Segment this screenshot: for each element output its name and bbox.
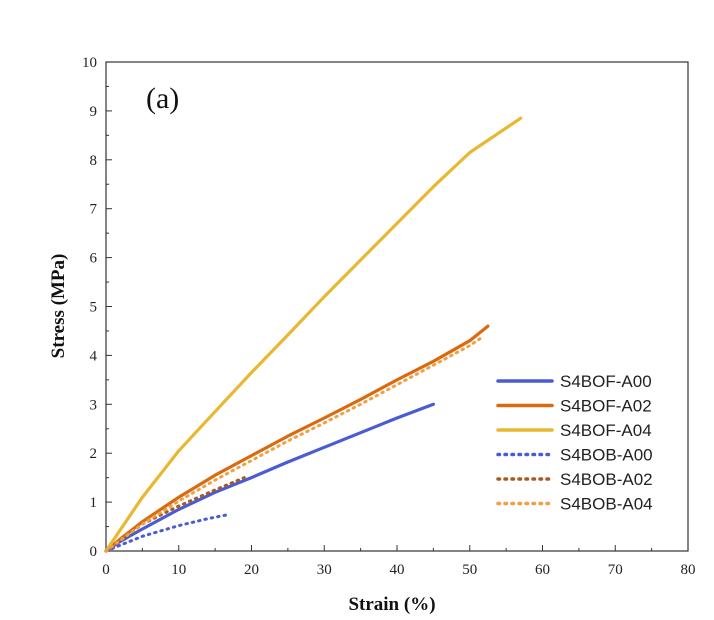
x-tick-labels: 0 10 20 30 40 50 60 70 80 bbox=[102, 562, 695, 578]
y-tick-label: 8 bbox=[90, 153, 98, 169]
legend-label-s4bof-a00: S4BOF-A00 bbox=[560, 372, 652, 391]
x-tick-label: 80 bbox=[681, 562, 696, 578]
series-line-s4bob-a04 bbox=[104, 336, 483, 553]
y-tick-label: 7 bbox=[90, 202, 98, 218]
y-tick-label: 10 bbox=[82, 55, 97, 71]
series-line-s4bof-a02 bbox=[104, 324, 490, 553]
y-tick-label: 9 bbox=[90, 104, 98, 120]
legend-label-s4bof-a04: S4BOF-A04 bbox=[560, 421, 652, 440]
y-tick-label: 3 bbox=[90, 397, 98, 413]
y-tick-label: 4 bbox=[90, 348, 98, 364]
y-tick-label: 5 bbox=[90, 300, 98, 316]
y-axis-label: Stress (MPa) bbox=[48, 254, 69, 359]
series-line-s4bof-a04 bbox=[104, 116, 523, 553]
x-tick-label: 10 bbox=[171, 562, 186, 578]
y-tick-label: 2 bbox=[90, 446, 98, 462]
legend-label-s4bob-a02: S4BOB-A02 bbox=[560, 470, 653, 489]
x-tick-label: 70 bbox=[608, 562, 623, 578]
y-tick-labels: 0 1 2 3 4 5 6 7 8 9 10 bbox=[82, 55, 98, 560]
y-tick-label: 6 bbox=[90, 251, 98, 267]
x-tick-label: 20 bbox=[244, 562, 259, 578]
x-axis-label: Strain (%) bbox=[348, 594, 435, 615]
legend-label-s4bob-a00: S4BOB-A00 bbox=[560, 446, 653, 465]
y-tick-label: 1 bbox=[90, 495, 98, 511]
x-tick-label: 50 bbox=[462, 562, 477, 578]
legend: S4BOF-A00 S4BOF-A02 S4BOF-A04 S4BOB-A00 S4BO… bbox=[496, 372, 653, 514]
series-lines bbox=[104, 116, 523, 553]
series-line-s4bob-a00 bbox=[104, 512, 232, 553]
x-tick-label: 40 bbox=[390, 562, 405, 578]
legend-label-s4bob-a04: S4BOB-A04 bbox=[560, 495, 653, 514]
legend-label-s4bof-a02: S4BOF-A02 bbox=[560, 397, 652, 416]
panel-label: (a) bbox=[146, 82, 179, 115]
x-tick-label: 60 bbox=[535, 562, 550, 578]
series-line-s4bof-a00 bbox=[104, 402, 435, 553]
y-tick-label: 0 bbox=[90, 544, 98, 560]
axis-ticks bbox=[105, 61, 689, 552]
x-tick-label: 0 bbox=[102, 562, 110, 578]
x-tick-label: 30 bbox=[317, 562, 332, 578]
